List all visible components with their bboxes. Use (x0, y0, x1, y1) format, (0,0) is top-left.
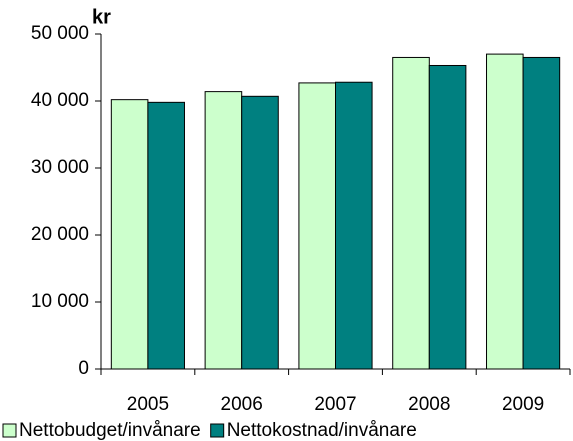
bar (392, 56, 430, 370)
bar (522, 56, 561, 370)
bar (298, 82, 336, 370)
bar (486, 53, 524, 370)
unit-label: kr (92, 6, 111, 28)
bar (110, 99, 149, 370)
y-tick-label: 10 000 (31, 291, 89, 312)
y-tick-label: 30 000 (31, 157, 89, 178)
x-tick-label: 2006 (221, 394, 263, 415)
bar (428, 64, 467, 370)
y-tick-label: 20 000 (31, 224, 89, 245)
x-tick-label: 2007 (314, 394, 356, 415)
legend-swatch (2, 423, 17, 438)
legend-label: Nettokostnad/invånare (227, 420, 417, 441)
y-tick-label: 0 (78, 358, 89, 379)
x-tick-label: 2008 (408, 394, 450, 415)
x-tick-label: 2005 (127, 394, 169, 415)
legend-label: Nettobudget/invånare (19, 420, 201, 441)
bar (204, 91, 243, 370)
bar (241, 95, 279, 370)
bar (335, 81, 373, 370)
bar (147, 101, 185, 370)
y-tick-label: 50 000 (31, 23, 89, 44)
x-tick-label: 2009 (502, 394, 544, 415)
y-tick-label: 40 000 (31, 90, 89, 111)
legend-swatch (210, 423, 225, 438)
